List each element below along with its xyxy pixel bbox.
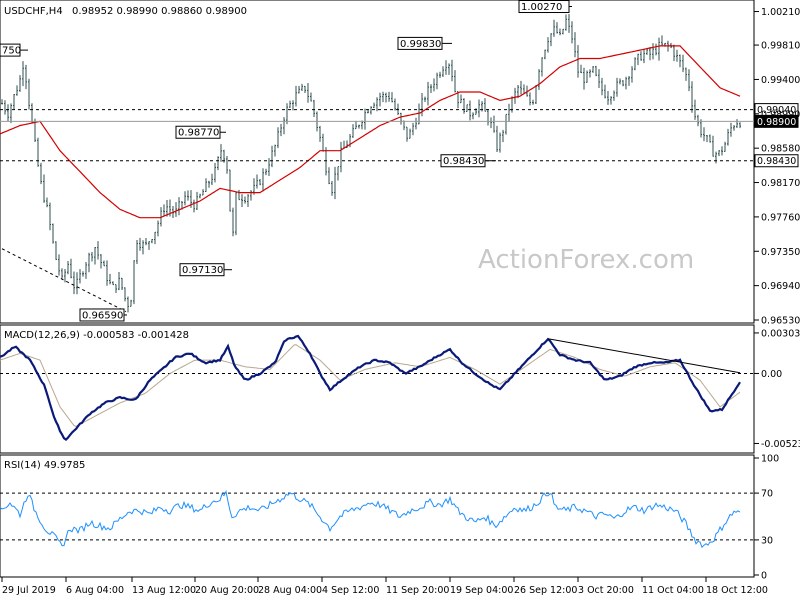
price-level-label: 0.98900: [757, 117, 796, 128]
price-ohlc-readout: 0.98952 0.98990 0.98860 0.98900: [72, 6, 247, 17]
annotation-label: 0.98770: [178, 128, 219, 139]
annotation-label: 0.98430: [443, 156, 484, 167]
annotation-box: [175, 125, 221, 139]
price-tick-label: 1.00210: [761, 7, 800, 18]
price-tick-label: 0.99810: [761, 41, 800, 52]
price-tick-label: 0.99400: [761, 75, 800, 86]
price-level-label: 0.99040: [757, 105, 796, 116]
macd-tick-label: -0.005236: [761, 439, 800, 450]
macd-tick-label: 0.00: [761, 369, 782, 380]
price-tick-label: 0.98170: [761, 178, 800, 189]
annotation-box: [518, 0, 570, 14]
price-tick-label: 0.96530: [761, 316, 800, 327]
price-tick-label: 0.97760: [761, 212, 800, 223]
rsi-line: [0, 489, 741, 549]
annotation-box: [440, 154, 486, 168]
price-level-label: 0.98430: [757, 156, 796, 167]
macd-trendline: [547, 338, 741, 374]
price-panel: [0, 0, 755, 324]
watermark: ActionForex.com: [478, 245, 694, 275]
annotation-box: [79, 308, 125, 322]
annotation-box: [0, 43, 21, 57]
macd-title: MACD(12,26,9) -0.000583 -0.001428: [4, 330, 189, 341]
price-title: USDCHF,H4: [4, 6, 63, 17]
macd-signal-line: [0, 344, 741, 427]
price-tick-label: 0.98990: [761, 109, 800, 120]
annotation-label: 0.96590: [82, 310, 123, 321]
rsi-tick-label: 100: [761, 454, 779, 465]
annotation-box: [179, 263, 225, 277]
macd-tick-label: 0.00303: [761, 328, 800, 339]
annotation-label: 750: [2, 46, 21, 57]
x-tick-label: 11 Oct 04:00: [642, 585, 704, 596]
x-tick-label: 29 Jul 2019: [2, 585, 56, 596]
annotation-label: 1.00270: [521, 2, 562, 13]
x-tick-label: 19 Sep 04:00: [450, 585, 513, 596]
x-tick-label: 13 Aug 12:00: [132, 585, 196, 596]
price-moving-average: [0, 45, 741, 219]
x-tick-label: 3 Oct 20:00: [578, 585, 634, 596]
price-level-box: [754, 114, 799, 128]
rsi-title: RSI(14) 49.9785: [4, 460, 85, 471]
x-tick-label: 4 Sep 12:00: [322, 585, 379, 596]
rsi-tick-label: 0: [761, 571, 767, 582]
macd-line: [0, 334, 741, 442]
x-tick-label: 26 Sep 12:00: [514, 585, 577, 596]
x-tick-label: 28 Aug 04:00: [258, 585, 322, 596]
x-tick-label: 20 Aug 20:00: [195, 585, 259, 596]
price-tick-label: 0.98580: [761, 144, 800, 155]
rsi-tick-label: 70: [761, 489, 773, 500]
annotation-box: [397, 36, 443, 50]
rsi-panel: [0, 454, 755, 578]
price-level-box: [754, 154, 799, 168]
rsi-tick-label: 30: [761, 535, 773, 546]
annotation-label: 0.97130: [182, 265, 223, 276]
x-tick-label: 6 Aug 04:00: [66, 585, 124, 596]
macd-panel: [0, 324, 755, 454]
price-trendline: [1, 248, 127, 313]
annotation-label: 0.99830: [400, 39, 441, 50]
x-tick-label: 18 Oct 12:00: [706, 585, 768, 596]
price-tick-label: 0.96940: [761, 281, 800, 292]
price-tick-label: 0.97350: [761, 247, 800, 258]
x-tick-label: 11 Sep 20:00: [386, 585, 449, 596]
